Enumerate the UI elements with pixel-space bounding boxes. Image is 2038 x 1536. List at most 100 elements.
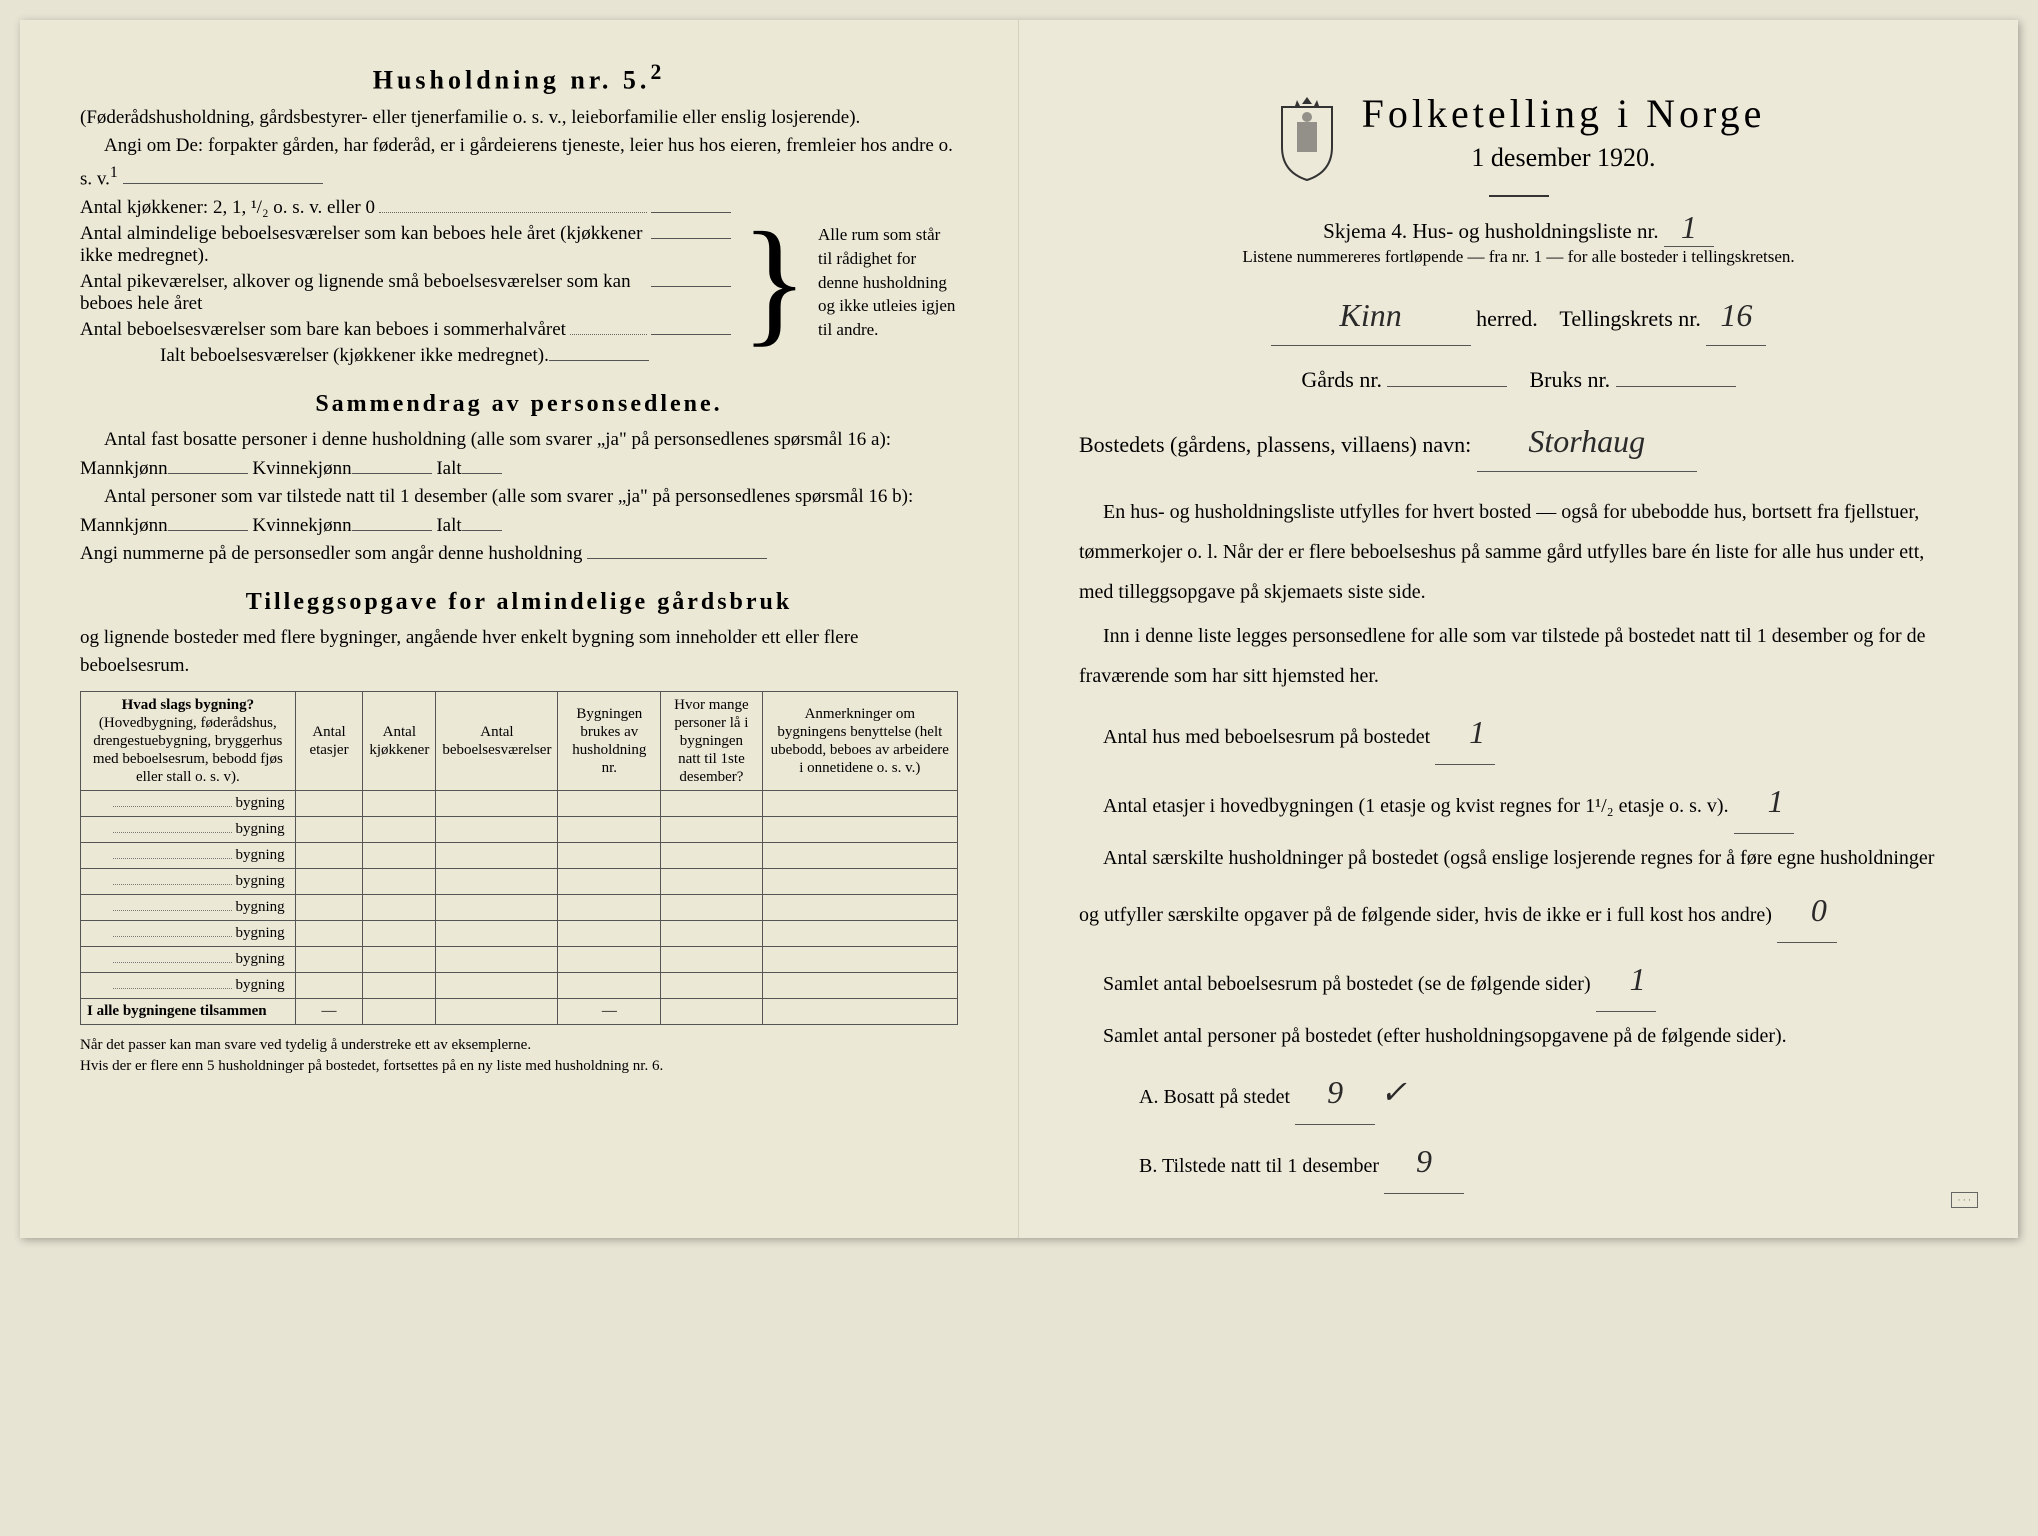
table-cell [363, 894, 436, 920]
table-cell [762, 894, 957, 920]
bygning-tbody: bygning bygning bygning bygning bygning … [81, 790, 958, 998]
bruks-label: Bruks nr. [1529, 367, 1610, 392]
bygning-cell: bygning [81, 946, 296, 972]
summary-1-text: Antal fast bosatte personer i denne hush… [80, 429, 891, 479]
bruks-value [1616, 386, 1736, 387]
angi-blank [587, 558, 767, 559]
mk1 [168, 473, 248, 474]
herred-line: Kinn herred. Tellingskrets nr. 16 [1079, 287, 1958, 346]
table-cell [558, 920, 661, 946]
table-cell [558, 972, 661, 998]
table-cell [558, 868, 661, 894]
field3: Antal særskilte husholdninger på bostede… [1079, 838, 1958, 943]
table-cell [762, 790, 957, 816]
table-cell [558, 894, 661, 920]
total-c2 [363, 998, 436, 1024]
title-text-block: Folketelling i Norge 1 desember 1920. [1362, 90, 1766, 183]
table-cell [436, 920, 558, 946]
bosted-label: Bostedets (gårdens, plassens, villaens) … [1079, 432, 1471, 457]
bygning-cell: bygning [81, 842, 296, 868]
summary-title: Sammendrag av personsedlene. [80, 391, 958, 418]
left-page: Husholdning nr. 5.2 (Føderådshusholdning… [20, 20, 1019, 1238]
gards-label: Gårds nr. [1301, 367, 1382, 392]
table-cell [762, 816, 957, 842]
table-row: bygning [81, 816, 958, 842]
table-cell [363, 842, 436, 868]
field4-label: Samlet antal beboelsesrum på bostedet (s… [1103, 973, 1591, 995]
table-header-row: Hvad slags bygning? (Hovedbygning, føder… [81, 691, 958, 790]
table-cell [436, 972, 558, 998]
th-col6: Hvor mange personer lå i bygningen natt … [661, 691, 762, 790]
schema-line: Skjema 4. Hus- og husholdningsliste nr. … [1079, 209, 1958, 247]
krets-value: 16 [1706, 287, 1766, 346]
kvinne-1: Kvinnekjønn [252, 458, 351, 479]
fieldA-check: ✓ [1380, 1074, 1407, 1110]
table-cell [363, 972, 436, 998]
table-row: bygning [81, 894, 958, 920]
main-title: Folketelling i Norge [1362, 90, 1766, 137]
total-dash-2: — [558, 998, 661, 1024]
field2-label: Antal etasjer i hovedbygningen (1 etasje… [1103, 795, 1729, 817]
field1-value: 1 [1435, 700, 1495, 765]
table-cell [436, 816, 558, 842]
table-cell [762, 920, 957, 946]
herred-label: herred. [1476, 306, 1538, 331]
intro-paren: (Føderådshusholdning, gårdsbestyrer- ell… [80, 104, 958, 133]
table-total-row: I alle bygningene tilsammen — — [81, 998, 958, 1024]
room-blank-2 [651, 286, 731, 287]
table-cell [295, 842, 363, 868]
th-col1-main: Hvad slags bygning? [87, 696, 289, 714]
th-col1: Hvad slags bygning? (Hovedbygning, føder… [81, 691, 296, 790]
table-cell [762, 972, 957, 998]
field4-value: 1 [1596, 947, 1656, 1012]
table-cell [661, 842, 762, 868]
kjokken-row: Antal kjøkkener: 2, 1, ¹/₂ o. s. v. elle… [80, 197, 731, 219]
table-cell [661, 816, 762, 842]
household-title-text: Husholdning nr. 5. [373, 66, 651, 95]
table-row: bygning [81, 946, 958, 972]
ialt-row: Ialt beboelsesværelser (kjøkkener ikke m… [80, 345, 731, 367]
table-row: bygning [81, 920, 958, 946]
footnote: Når det passer kan man svare ved tydelig… [80, 1035, 958, 1077]
brace-bracket: } [741, 226, 808, 338]
table-cell [762, 842, 957, 868]
herred-value: Kinn [1271, 287, 1471, 346]
fieldB-value: 9 [1384, 1129, 1464, 1194]
room-blank-1 [651, 238, 731, 239]
bygning-table: Hvad slags bygning? (Hovedbygning, føder… [80, 691, 958, 1025]
kv2 [352, 530, 432, 531]
para1: En hus- og husholdningsliste utfylles fo… [1079, 492, 1958, 612]
total-c5 [661, 998, 762, 1024]
table-cell [363, 790, 436, 816]
summary-2-text: Antal personer som var tilstede natt til… [80, 486, 913, 536]
th-col5: Bygningen brukes av husholdning nr. [558, 691, 661, 790]
room-row-3: Antal beboelsesværelser som bare kan beb… [80, 319, 731, 341]
kjokken-blank [651, 212, 731, 213]
table-cell [363, 868, 436, 894]
total-c6 [762, 998, 957, 1024]
intro-main: Angi om De: forpakter gården, har føderå… [80, 132, 958, 193]
th-col3: Antal kjøkkener [363, 691, 436, 790]
table-cell [295, 868, 363, 894]
th-col4: Antal beboelsesværelser [436, 691, 558, 790]
brace-left-content: Antal kjøkkener: 2, 1, ¹/₂ o. s. v. elle… [80, 193, 731, 371]
table-cell [295, 816, 363, 842]
bygning-cell: bygning [81, 868, 296, 894]
table-cell [661, 894, 762, 920]
dots [570, 334, 647, 335]
title-sup: 2 [650, 60, 665, 84]
table-cell [436, 868, 558, 894]
tillegg-sub: og lignende bosteder med flere bygninger… [80, 624, 958, 681]
intro-sup: 1 [110, 164, 118, 181]
fieldA-label: A. Bosatt på stedet [1139, 1086, 1290, 1108]
printer-stamp: · · · [1951, 1192, 1979, 1208]
table-row: bygning [81, 972, 958, 998]
gards-value [1387, 386, 1507, 387]
table-row: bygning [81, 842, 958, 868]
table-cell [661, 946, 762, 972]
coat-of-arms-icon [1272, 92, 1342, 182]
bygning-cell: bygning [81, 816, 296, 842]
room-blank-3 [651, 334, 731, 335]
para2: Inn i denne liste legges personsedlene f… [1079, 616, 1958, 696]
total-c3 [436, 998, 558, 1024]
